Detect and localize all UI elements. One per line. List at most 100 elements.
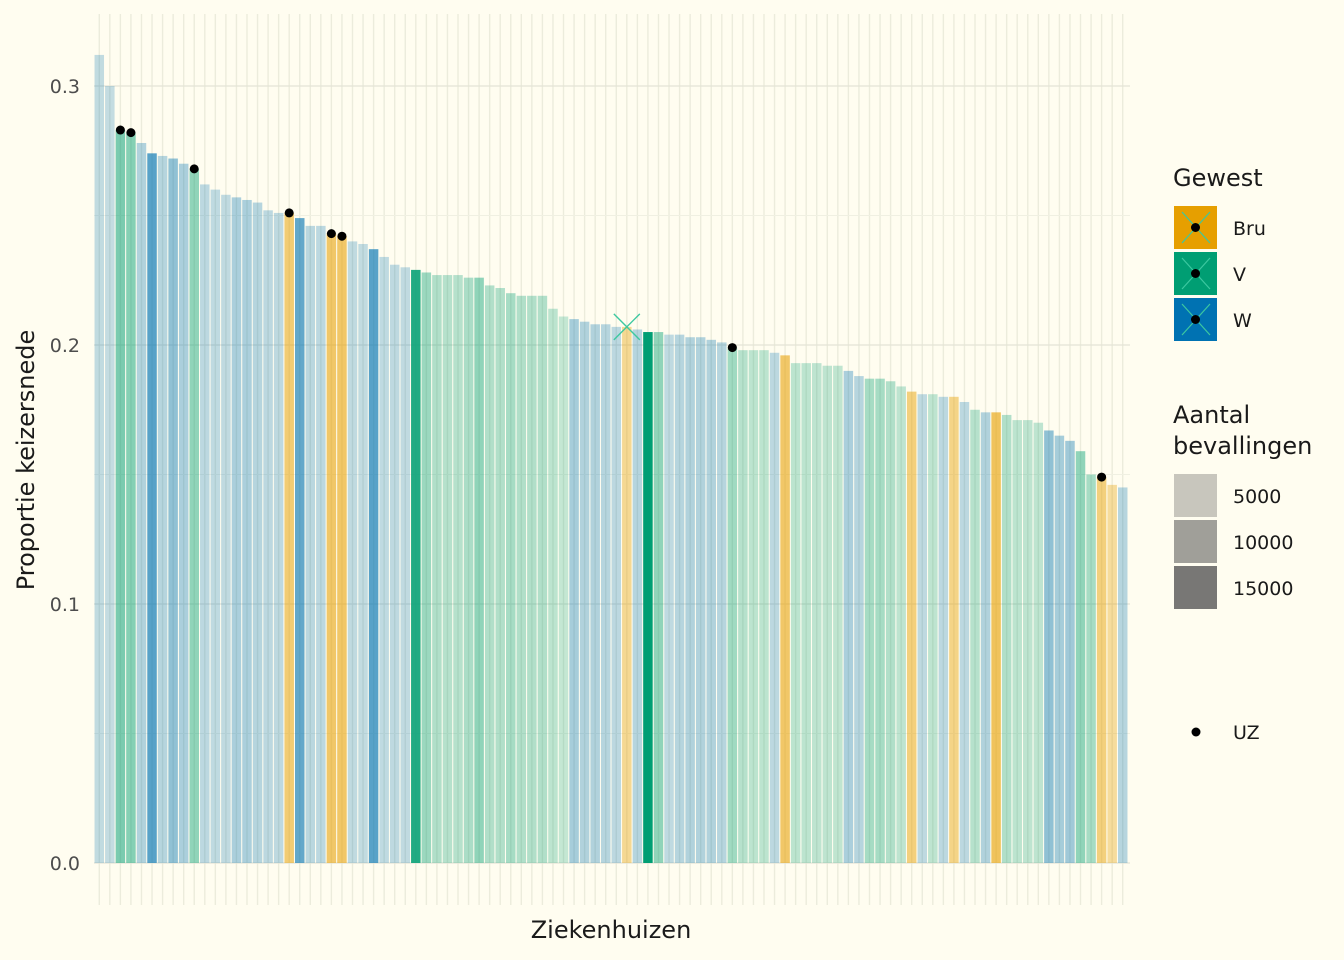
- legend-size-title-line2: bevallingen: [1173, 432, 1312, 460]
- bars-layer: [94, 54, 1128, 864]
- bar-hospital: [1054, 435, 1065, 863]
- bar-hospital: [1044, 430, 1054, 863]
- bar-hospital: [126, 132, 136, 863]
- bar-hospital: [864, 378, 875, 863]
- legend-key-dot: [1191, 223, 1200, 232]
- legend-label-w: W: [1233, 310, 1252, 332]
- bar-hospital: [790, 363, 801, 863]
- bar-hospital: [980, 412, 991, 863]
- bar-hospital: [210, 189, 221, 864]
- legend-size-label: 5000: [1233, 486, 1281, 508]
- y-axis-title: Proportie keizersnede: [12, 330, 40, 591]
- legend-size-title-line1: Aantal: [1173, 401, 1250, 429]
- bar-hospital: [949, 396, 959, 863]
- bar-hospital: [273, 212, 284, 863]
- bar-hospital: [115, 130, 126, 863]
- bar-hospital: [632, 329, 643, 864]
- y-tick-label: 0.0: [50, 853, 80, 875]
- legend-region: Gewest Bru V W: [1173, 164, 1266, 341]
- bar-hospital: [421, 272, 432, 864]
- bar-hospital: [168, 158, 178, 863]
- bar-hospital: [495, 288, 505, 863]
- bar-hospital: [854, 376, 864, 863]
- bar-hospital: [548, 308, 558, 863]
- bar-hospital: [453, 275, 463, 863]
- bar-hospital: [347, 241, 358, 863]
- bar-hospital: [938, 396, 949, 863]
- bar-hospital: [1117, 487, 1128, 863]
- legend-region-items: Bru V W: [1174, 206, 1266, 341]
- bar-hospital: [474, 277, 484, 863]
- legend-size-key: [1174, 474, 1217, 517]
- bar-hospital: [738, 350, 748, 863]
- bar-hospital: [917, 394, 928, 863]
- legend-size-label: 15000: [1233, 578, 1293, 600]
- bar-hospital: [432, 275, 442, 863]
- legend-uz: UZ: [1191, 722, 1260, 744]
- legend-label-bru: Bru: [1233, 218, 1266, 240]
- bar-hospital: [221, 194, 231, 863]
- bar-hospital: [780, 355, 790, 863]
- bar-hospital: [727, 347, 738, 864]
- highlight-layer: [613, 313, 641, 341]
- uz-markers-layer: [115, 125, 1107, 482]
- bar-hospital: [94, 54, 105, 864]
- bar-hospital: [263, 210, 273, 863]
- bar-hospital: [959, 401, 970, 863]
- bar-hospital: [812, 363, 822, 863]
- uz-marker: [189, 164, 199, 174]
- bar-hospital: [527, 295, 537, 863]
- bar-hospital: [906, 391, 917, 863]
- bar-hospital: [200, 184, 210, 864]
- bar-hospital: [928, 394, 938, 863]
- bar-hospital: [463, 277, 474, 863]
- bar-hospital: [105, 86, 115, 863]
- bar-hospital: [875, 378, 885, 863]
- bar-hospital: [717, 342, 727, 863]
- bar-hospital: [305, 225, 316, 864]
- bar-hospital: [759, 350, 769, 863]
- bar-hospital: [295, 218, 305, 864]
- bar-hospital: [822, 365, 833, 863]
- bar-hospital: [1033, 422, 1044, 863]
- uz-marker: [727, 343, 737, 353]
- bar-hospital: [389, 264, 400, 864]
- bar-hospital: [147, 153, 157, 864]
- legend-size-label: 10000: [1233, 532, 1293, 554]
- bar-hospital: [136, 142, 147, 864]
- bar-hospital: [611, 326, 622, 863]
- bar-hospital: [484, 285, 495, 863]
- bar-hospital: [590, 324, 600, 863]
- bar-hospital: [157, 155, 168, 863]
- bar-hospital: [769, 352, 780, 863]
- bar-hospital: [379, 256, 389, 863]
- uz-marker: [115, 125, 125, 135]
- bar-hospital: [685, 337, 695, 864]
- bar-hospital: [400, 267, 411, 863]
- bar-hospital: [706, 339, 716, 863]
- legend-region-title: Gewest: [1173, 164, 1263, 192]
- highlight-cross-line: [613, 313, 641, 341]
- bar-hospital: [558, 316, 569, 863]
- bar-hospital: [358, 243, 368, 864]
- legend-key-dot: [1191, 269, 1200, 278]
- bar-hospital: [1075, 451, 1086, 863]
- bar-hospital: [643, 332, 653, 863]
- bar-hospital: [622, 326, 632, 863]
- bar-hospital: [885, 381, 896, 863]
- legend-uz-label: UZ: [1233, 722, 1260, 744]
- bar-hospital: [653, 332, 664, 863]
- bar-hospital: [368, 249, 379, 864]
- bar-hospital: [189, 168, 199, 863]
- bar-hospital: [1096, 477, 1107, 863]
- uz-marker: [126, 128, 136, 138]
- y-tick-label: 0.2: [50, 335, 80, 357]
- bar-hospital: [896, 386, 906, 863]
- bar-hospital: [506, 293, 516, 863]
- uz-marker: [284, 208, 294, 218]
- bar-hospital: [1086, 474, 1096, 863]
- legend-uz-dot: [1191, 727, 1201, 737]
- legend-label-v: V: [1233, 264, 1246, 286]
